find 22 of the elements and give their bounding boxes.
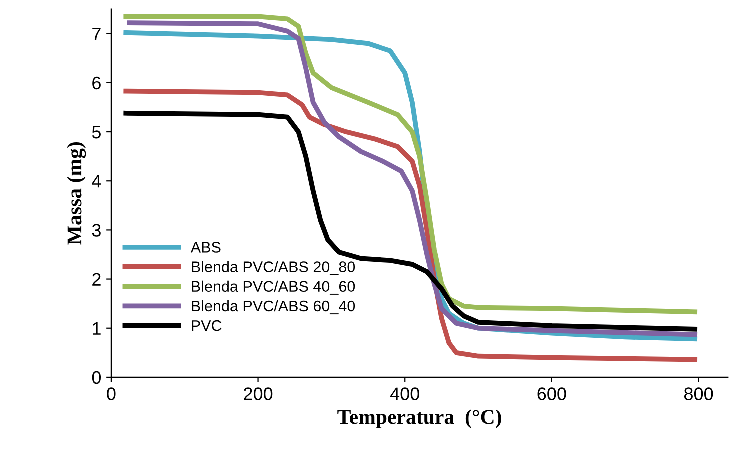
- line-series: [124, 88, 698, 362]
- y-tick-label: 2: [92, 273, 101, 286]
- x-tick-label: 200: [244, 388, 273, 400]
- y-tick-label: 7: [92, 28, 101, 40]
- y-tick-label: 1: [93, 322, 101, 335]
- legend-label: Blenda PVC/ABS 40_60: [192, 280, 356, 295]
- y-tick-label: 6: [92, 76, 101, 90]
- legend-label: Blenda PVC/ABS 20_80: [192, 261, 356, 276]
- y-tick-label: 5: [92, 126, 101, 139]
- x-tick-label: 0: [107, 388, 116, 400]
- legend-label: ABS: [190, 242, 221, 253]
- y-tick-label: 4: [92, 175, 102, 188]
- line-series: [124, 110, 698, 332]
- legend-label: PVC: [192, 320, 222, 332]
- x-tick-label: 400: [390, 388, 420, 400]
- y-tick-label: 3: [92, 224, 101, 237]
- x-tick-label: 600: [538, 388, 566, 400]
- y-tick-label: 0: [92, 371, 102, 384]
- y-axis-title: Massa (mg): [67, 142, 86, 245]
- x-axis-title: Temperatura (°C): [338, 410, 502, 428]
- x-tick-label: 800: [684, 388, 714, 400]
- legend-label: Blenda PVC/ABS 60_40: [192, 300, 356, 315]
